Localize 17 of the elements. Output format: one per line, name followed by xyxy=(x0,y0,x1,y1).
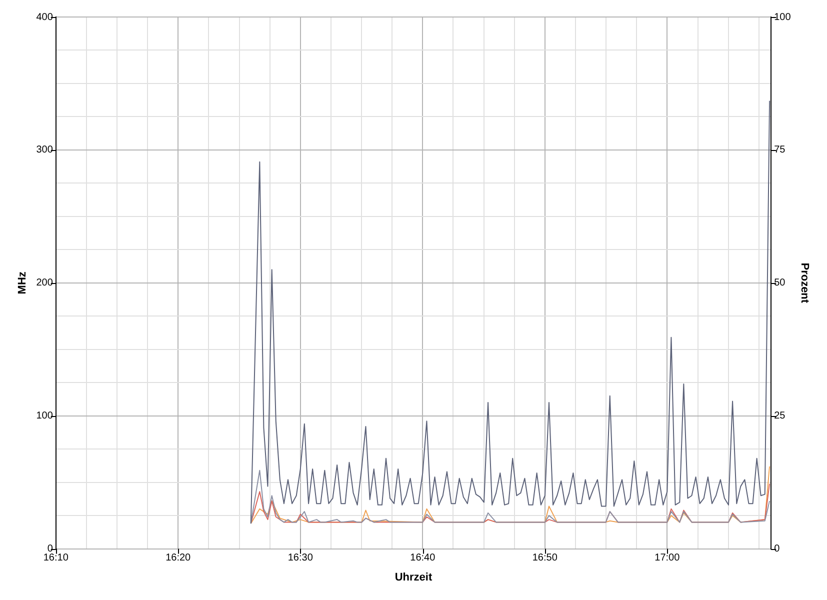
y-tick-label: 100 xyxy=(36,410,54,422)
x-tick-label: 16:20 xyxy=(166,552,192,564)
y2-tick-label: 50 xyxy=(774,278,786,289)
x-axis-title: Uhrzeit xyxy=(394,571,432,584)
y-tick-label: 300 xyxy=(36,144,54,156)
y-axis-title: MHz xyxy=(16,271,29,294)
y2-axis-title: Prozent xyxy=(798,262,810,304)
x-tick-label: 16:30 xyxy=(288,552,314,564)
y2-tick-label: 100 xyxy=(774,12,792,23)
x-tick-label: 17:00 xyxy=(654,552,680,564)
x-tick-label: 16:40 xyxy=(410,552,436,564)
y-tick-label: 200 xyxy=(36,278,54,289)
y-tick-label: 400 xyxy=(36,12,54,23)
y2-tick-label: 25 xyxy=(774,410,786,422)
x-tick-label: 16:10 xyxy=(43,552,69,564)
y2-tick-label: 75 xyxy=(774,144,786,156)
x-tick-label: 16:50 xyxy=(532,552,558,564)
